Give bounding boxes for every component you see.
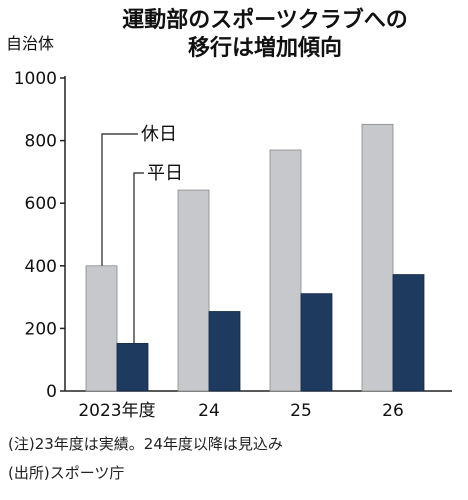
bar-holiday — [177, 189, 210, 392]
y-tick-label: 600 — [25, 194, 57, 214]
x-tick-label: 26 — [382, 401, 404, 421]
y-tick-label: 800 — [25, 132, 57, 152]
legend-label-weekday: 平日 — [147, 163, 183, 184]
bar-holiday — [269, 149, 302, 392]
bar-holiday — [361, 123, 394, 392]
legend-label-holiday: 休日 — [141, 124, 177, 145]
y-tick-label: 1000 — [14, 69, 57, 89]
y-axis-unit-label: 自治体 — [6, 34, 55, 53]
x-tick-label: 25 — [290, 401, 312, 421]
y-tick-label: 400 — [25, 257, 57, 277]
bar-weekday — [116, 343, 149, 392]
bar-weekday — [300, 293, 333, 392]
x-tick-label: 2023年度 — [78, 401, 155, 421]
chart-title-line1: 運動部のスポーツクラブへの — [122, 8, 408, 33]
bar-weekday — [208, 311, 241, 392]
note-text: (注)23年度は実績。24年度以降は見込み — [8, 435, 283, 453]
x-tick-label: 24 — [198, 401, 220, 421]
source-text: (出所)スポーツ庁 — [8, 464, 125, 482]
legend-callout-weekday — [133, 172, 144, 344]
chart-title-line2: 移行は増加傾向 — [187, 36, 342, 61]
legend-callout-holiday — [101, 133, 138, 266]
bar-weekday — [392, 274, 425, 392]
y-tick-label: 0 — [46, 382, 57, 402]
y-tick-label: 200 — [25, 319, 57, 339]
bar-holiday — [85, 265, 118, 392]
